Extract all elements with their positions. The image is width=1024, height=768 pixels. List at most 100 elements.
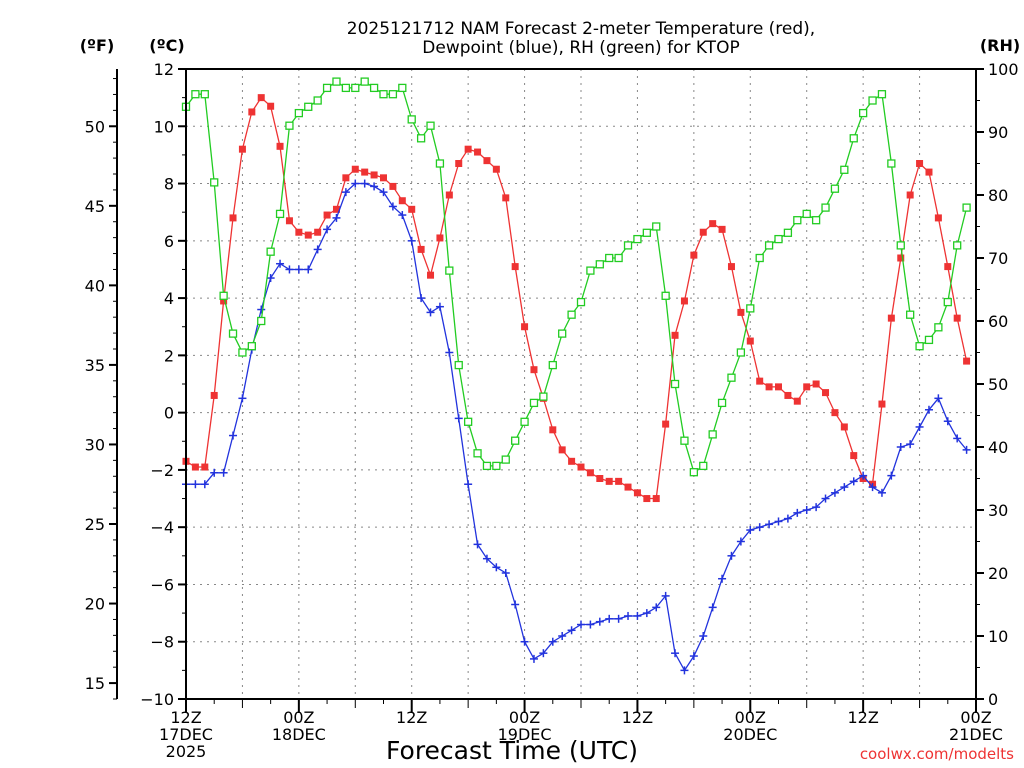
dewpoint-point [492,563,501,572]
dewpoint-point [445,348,454,357]
rh-point [473,449,482,458]
rh-point [416,134,426,143]
temperature-point [229,214,237,222]
dewpoint-point [793,508,802,517]
celsius-axis-label: (ºC) [149,36,184,55]
rh-point [294,108,304,118]
dewpoint-point [341,188,350,197]
dewpoint-point [774,517,783,526]
dewpoint-point [943,417,952,426]
rh-tick-label: 100 [988,60,1019,79]
celsius-tick-label: −6 [150,575,174,594]
temperature-point [323,211,331,219]
dewpoint-point [435,302,444,311]
rh-point [811,216,821,225]
rh-point [699,461,708,471]
temperature-point [220,297,228,305]
dewpoint-point [840,483,849,492]
rh-point [661,291,670,300]
temperature-point [822,389,830,397]
temperature-point [210,391,218,399]
rh-point [369,83,379,93]
temperature-point [718,225,726,233]
rh-point [858,108,868,118]
rh-point [906,310,915,319]
dewpoint-point [313,245,322,254]
rh-axis-label: (RH) [980,36,1020,55]
dewpoint-point [558,632,567,640]
temperature-point [474,148,482,156]
temperature-point [887,314,895,322]
rh-point [351,83,360,93]
dewpoint-point [294,265,303,274]
temperature-point [285,217,293,225]
rh-tick-label: 80 [988,186,1008,205]
dewpoint-point [699,632,708,640]
rh-point [708,430,717,439]
rh-point [746,304,755,313]
temperature-point [408,205,416,213]
rh-point [520,417,529,426]
chart-title-line: Dewpoint (blue), RH (green) for KTOP [422,38,739,58]
x-tick-label: 20DEC [723,725,777,744]
temperature-point [361,168,369,176]
dewpoint-point [783,514,792,523]
temperature-point [699,228,707,236]
temperature-point [332,205,340,213]
dewpoint-point [257,305,266,314]
celsius-tick-label: −2 [150,461,174,480]
fahrenheit-axis-label: (ºF) [80,36,115,55]
fahrenheit-tick-label: 35 [85,356,105,375]
dewpoint-point [266,274,275,283]
dewpoint-point [708,603,717,612]
rh-point [736,348,746,357]
rh-point [689,468,699,477]
x-tick-label: 12Z [396,708,427,727]
rh-point [614,253,623,263]
rh-point [877,90,887,99]
temperature-point [727,263,735,271]
celsius-tick-label: −10 [140,690,174,709]
rh-point [821,203,830,212]
celsius-tick-label: 12 [154,60,174,79]
temperature-point [398,197,406,205]
temperature-point [248,108,256,116]
rh-point [934,323,943,332]
rh-point [482,461,492,471]
temperature-point [191,463,199,471]
dewpoint-point [802,506,811,514]
rh-point [228,329,238,338]
temperature-point [916,160,924,167]
rh-point [257,316,266,326]
rh-point [275,209,285,219]
dewpoint-point [501,569,510,577]
rh-point [238,348,247,357]
x-tick-label: 12Z [847,708,878,727]
x-tick-label: 19DEC [498,725,552,744]
temperature-point [850,452,858,460]
fahrenheit-tick-label: 20 [85,595,105,614]
dewpoint-point [200,480,209,489]
dewpoint-point [388,202,397,211]
rh-point [200,90,209,99]
rh-point [247,342,256,351]
rh-point [802,209,811,219]
temperature-point [511,263,519,271]
fahrenheit-tick-label: 25 [85,515,105,534]
labels-layer: 1520253035404550−10−8−6−4−20246810120102… [80,19,1020,765]
dewpoint-point [849,477,858,486]
temperature-point [944,263,952,271]
rh-point [605,253,614,263]
x-tick-label: 00Z [509,708,540,727]
dewpoint-point [351,179,360,188]
temperature-point [812,380,820,388]
dewpoint-point [323,225,332,234]
temperature-point [605,477,613,485]
rh-point [896,241,905,250]
rh-point [539,392,548,401]
temperature-point [963,357,971,365]
series-dewpoint [182,179,971,675]
dewpoint-point [238,394,247,403]
celsius-tick-label: 10 [154,117,174,136]
